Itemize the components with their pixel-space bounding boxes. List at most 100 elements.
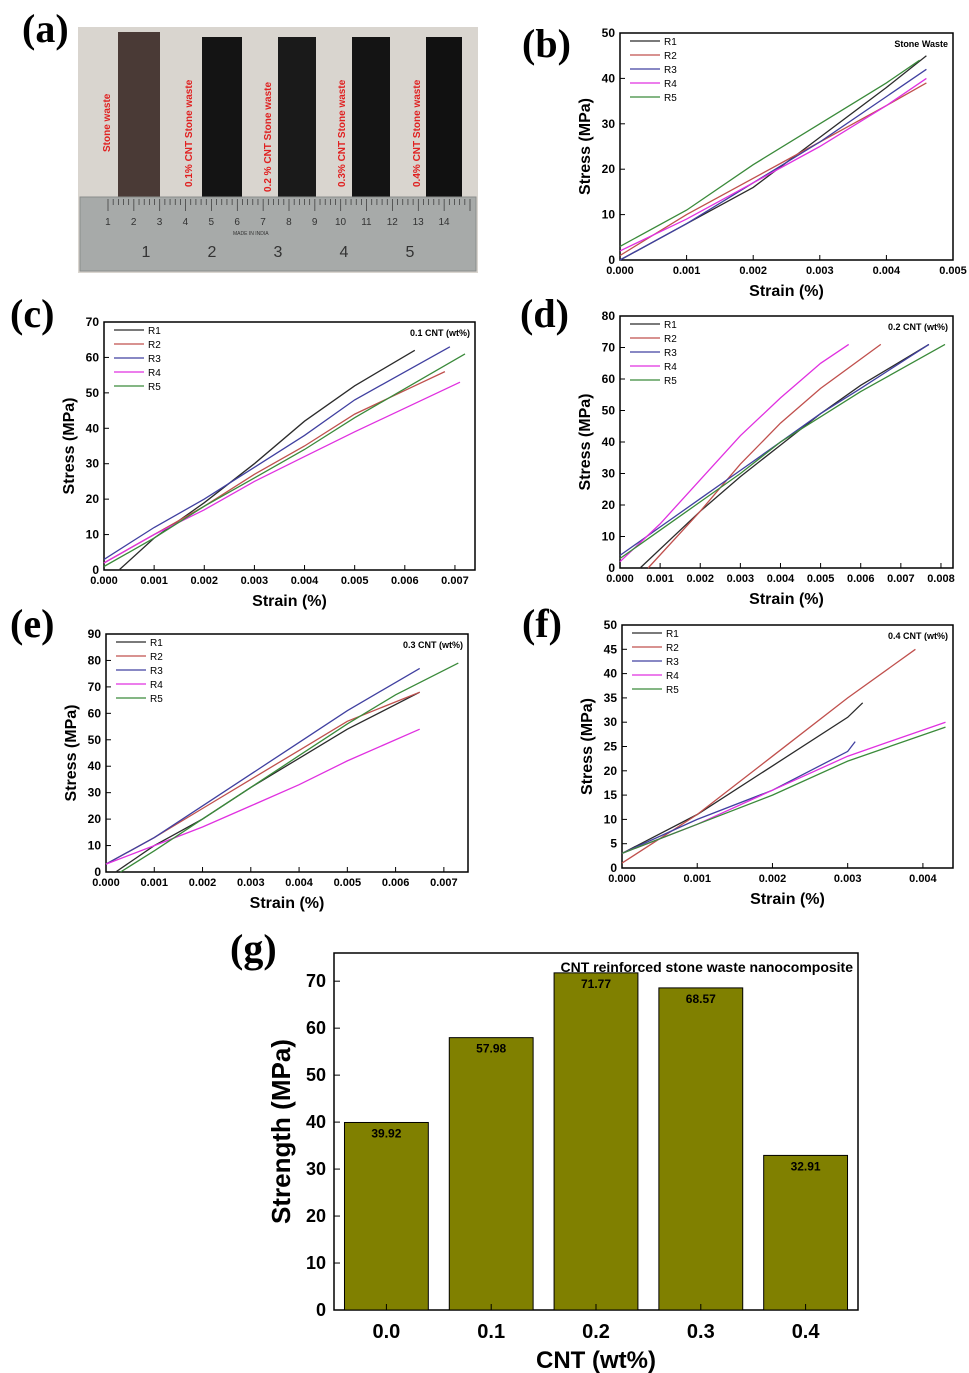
y-tick-label: 20 — [306, 1206, 326, 1226]
y-axis-title: Strength (MPa) — [266, 1039, 296, 1224]
specimen-bar-0-4-cnt — [426, 37, 462, 202]
x-tick-label: 0.005 — [939, 265, 967, 277]
series-line-r3 — [103, 346, 451, 560]
x-axis-title: Strain (%) — [749, 591, 824, 608]
ruler-mm-label: 13 — [413, 217, 425, 228]
series-line-r4 — [619, 343, 850, 563]
y-tick-label: 30 — [602, 467, 616, 481]
x-tick-label: 0.006 — [391, 575, 419, 587]
x-tick-label: 0.004 — [873, 265, 901, 277]
series-line-r5 — [619, 59, 921, 247]
panel-label-c: (c) — [10, 291, 55, 336]
series-line-r4 — [619, 77, 927, 252]
bar-value-label: 39.92 — [371, 1126, 401, 1140]
x-tick-label: 0.003 — [727, 573, 755, 585]
x-tick-label: 0.002 — [191, 575, 219, 587]
x-tick-label: 0.007 — [430, 877, 458, 889]
y-tick-label: 60 — [86, 350, 100, 364]
y-tick-label: 40 — [86, 421, 100, 435]
panel-label-b: (b) — [522, 21, 571, 66]
x-tick-label: 0.1 — [477, 1321, 505, 1343]
y-tick-label: 35 — [604, 691, 618, 705]
ruler-cm-label: 3 — [274, 244, 283, 261]
bar-value-label: 68.57 — [686, 992, 716, 1006]
y-tick-label: 80 — [602, 309, 616, 323]
ruler-mm-label: 11 — [361, 217, 372, 228]
y-tick-label: 0 — [610, 861, 617, 875]
y-axis-title: Stress (MPa) — [61, 398, 78, 495]
ruler-cm-label: 5 — [406, 244, 415, 261]
specimen-bar-0-1-cnt — [202, 37, 242, 202]
bar-0-1 — [448, 1037, 534, 1311]
legend-label-r4: R4 — [664, 79, 677, 90]
series-line-r1 — [621, 702, 864, 854]
x-tick-label: 0.004 — [909, 873, 937, 885]
x-tick-label: 0.2 — [582, 1321, 610, 1343]
y-tick-label: 0 — [316, 1300, 326, 1320]
y-tick-label: 45 — [604, 642, 618, 656]
x-tick-label: 0.002 — [759, 873, 787, 885]
legend-label-r1: R1 — [150, 638, 163, 649]
panel-label-e: (e) — [10, 601, 55, 646]
legend-label-r5: R5 — [666, 685, 679, 696]
x-tick-label: 0.001 — [683, 873, 711, 885]
x-tick-label: 0.003 — [237, 877, 265, 889]
bar-0-2 — [553, 972, 639, 1311]
x-tick-label: 0.003 — [834, 873, 862, 885]
sample-label-0-4-cnt: 0.4% CNT Stone waste — [412, 79, 423, 187]
y-tick-label: 10 — [86, 528, 100, 542]
legend-label-r2: R2 — [664, 51, 677, 62]
series-line-r5 — [621, 726, 946, 855]
x-axis-title: Strain (%) — [750, 891, 825, 908]
y-tick-label: 10 — [602, 530, 616, 544]
y-tick-label: 50 — [604, 618, 618, 632]
y-tick-label: 10 — [602, 208, 616, 222]
y-tick-label: 50 — [602, 404, 616, 418]
x-tick-label: 0.001 — [141, 877, 169, 889]
bar-0-4 — [763, 1154, 849, 1311]
x-tick-label: 0.0 — [372, 1321, 400, 1343]
x-tick-label: 0.002 — [189, 877, 217, 889]
y-tick-label: 50 — [306, 1065, 326, 1085]
y-tick-label: 0 — [94, 865, 101, 879]
ruler-cm-label: 2 — [208, 244, 217, 261]
y-tick-label: 60 — [306, 1018, 326, 1038]
sample-label-0-2-cnt: 0.2 % CNT Stone waste — [263, 82, 274, 192]
chart-annotation: Stone Waste — [894, 39, 948, 49]
y-tick-label: 0 — [608, 253, 615, 267]
chart-annotation: 0.2 CNT (wt%) — [888, 322, 948, 332]
y-tick-label: 40 — [602, 71, 616, 85]
x-axis-title: CNT (wt%) — [536, 1347, 656, 1373]
plot-frame — [619, 32, 954, 261]
x-tick-label: 0.000 — [608, 873, 636, 885]
ruler-cm-label: 4 — [340, 244, 349, 261]
y-tick-label: 50 — [602, 26, 616, 40]
legend-label-r3: R3 — [148, 354, 161, 365]
bar-value-label: 32.91 — [791, 1159, 821, 1173]
legend-label-r1: R1 — [664, 320, 677, 331]
y-tick-label: 40 — [306, 1112, 326, 1132]
x-tick-label: 0.006 — [382, 877, 410, 889]
y-tick-label: 70 — [88, 680, 102, 694]
series-line-r3 — [619, 343, 930, 556]
y-tick-label: 60 — [88, 706, 102, 720]
y-axis-title: Stress (MPa) — [577, 394, 594, 491]
chart-title: CNT reinforced stone waste nanocomposite — [561, 959, 854, 975]
series-line-r4 — [103, 381, 461, 564]
chart-annotation: 0.1 CNT (wt%) — [410, 328, 470, 338]
y-tick-label: 60 — [602, 372, 616, 386]
legend-label-r5: R5 — [664, 376, 677, 387]
plot-frame — [105, 633, 469, 873]
x-tick-label: 0.000 — [606, 573, 634, 585]
y-tick-label: 70 — [86, 315, 100, 329]
x-tick-label: 0.3 — [687, 1321, 715, 1343]
y-tick-label: 30 — [604, 715, 618, 729]
legend-label-r3: R3 — [664, 348, 677, 359]
x-tick-label: 0.005 — [341, 575, 369, 587]
ruler-mm-label: 10 — [335, 217, 347, 228]
y-tick-label: 50 — [88, 733, 102, 747]
y-axis-title: Stress (MPa) — [63, 705, 80, 802]
